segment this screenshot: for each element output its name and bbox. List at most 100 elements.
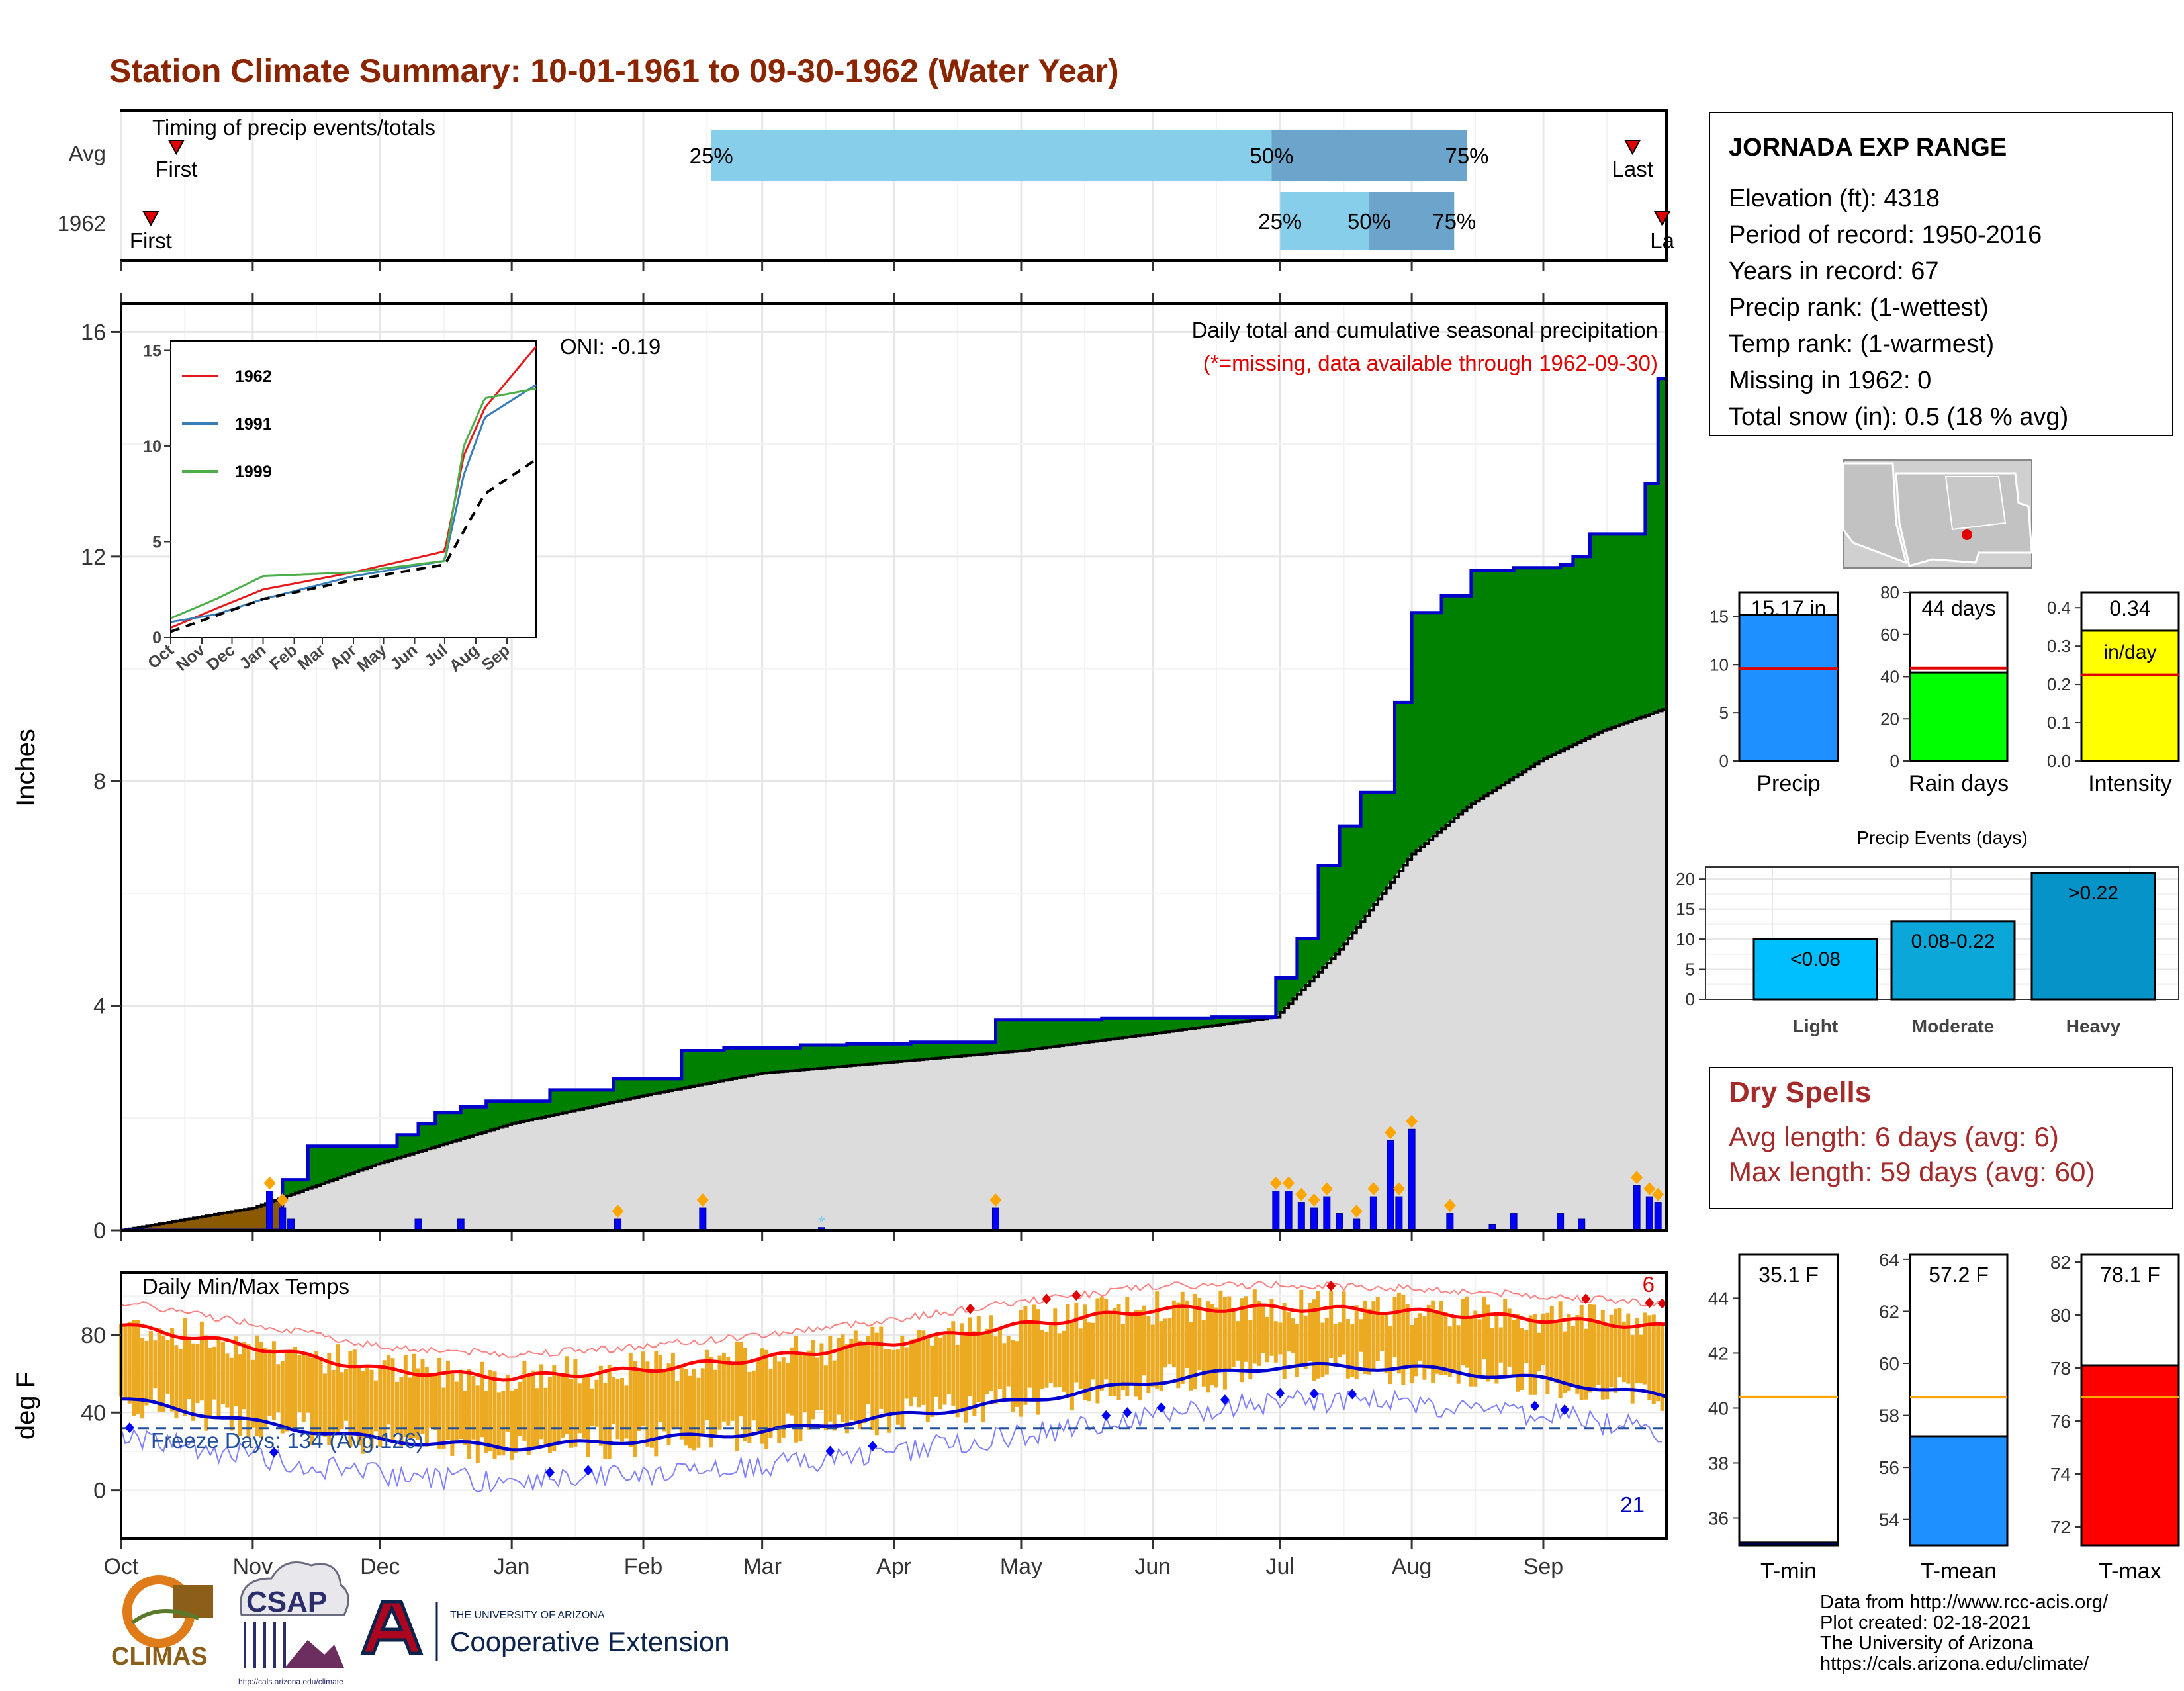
daily-precip-marker [1643, 1182, 1656, 1196]
summary-y-tick-label: 5 [1719, 703, 1729, 723]
daily-precip-bar [414, 1218, 422, 1231]
temp-y-tick-label: 40 [81, 1400, 106, 1426]
csap-logo: CSAP http://cals.arizona.edu/climate [238, 1561, 349, 1686]
dry-spells-max: Max length: 59 days (avg: 60) [1729, 1156, 2095, 1187]
credit-plot-created: Plot created: 02-18-2021 [1820, 1612, 2031, 1633]
ua-logo-mark [360, 1600, 424, 1655]
daily-precip-marker [1631, 1171, 1643, 1185]
daily-precip-bar [1408, 1128, 1416, 1231]
events-bar-label: Light [1793, 1016, 1838, 1036]
summary-y-tick-label: 0 [1890, 751, 1899, 771]
timing-p25-label: 25% [690, 144, 733, 168]
daily-precip-marker [1320, 1182, 1333, 1196]
daily-precip-bar [457, 1218, 465, 1231]
station-info: JORNADA EXP RANGE Elevation (ft): 4318 P… [1709, 112, 2173, 436]
temp-frame [120, 1271, 1668, 1540]
daily-precip-bar [1353, 1218, 1361, 1231]
daily-precip-marker [612, 1205, 624, 1218]
month-label: Jul [1266, 1554, 1295, 1579]
daily-precip-bar [1369, 1196, 1377, 1231]
summary-y-tick-label: 0.2 [2047, 674, 2071, 694]
summary-bar-label: Precip [1756, 771, 1820, 796]
timing-first-marker [167, 140, 185, 156]
record-high-marker [1071, 1290, 1081, 1301]
summary-y-tick-label: 0.0 [2047, 751, 2071, 771]
daily-precip-bar [1395, 1196, 1403, 1231]
temp-bar-y-tick-label: 58 [1879, 1406, 1899, 1426]
precip-y-tick-label: 4 [93, 994, 106, 1019]
inset-avg-line [170, 458, 537, 633]
month-label: Sep [1524, 1554, 1564, 1579]
temp-plot [119, 1280, 1667, 1494]
temp-bar-y-tick-label: 80 [2050, 1305, 2071, 1326]
precip-surplus-area [121, 378, 1666, 1230]
daily-precip-marker [1406, 1115, 1418, 1128]
month-label: Nov [233, 1554, 273, 1579]
temp-panel-label: Daily Min/Max Temps [142, 1274, 349, 1299]
csap-logo-rain [244, 1622, 286, 1668]
record-low-marker [1560, 1404, 1570, 1416]
temp-bar-T-mean [1909, 1435, 2009, 1547]
events-y-tick-label: 0 [1686, 989, 1695, 1009]
daily-precip-bar [279, 1207, 287, 1231]
daily-precip-bar [1387, 1140, 1394, 1231]
timing-p75-label: 75% [1445, 144, 1488, 168]
summary-y-tick-label: 0.3 [2047, 636, 2071, 656]
timing-bar-25-50 [711, 130, 1272, 181]
precip-y-tick-label: 16 [81, 320, 106, 345]
daily-precip-marker [263, 1176, 276, 1190]
temp-bar-T-min [1738, 1541, 1839, 1547]
summary-value-unit: in/day [2103, 641, 2156, 663]
events-bar-value: >0.22 [2068, 882, 2118, 904]
temp-bar-label: T-max [2099, 1559, 2161, 1584]
month-label: Apr [876, 1554, 911, 1579]
daily-precip-bar [1336, 1213, 1343, 1231]
timing-panel: Timing of precip events/totals Avg 1962 … [58, 109, 1675, 271]
timing-p75-label: 75% [1432, 209, 1476, 234]
record-high-marker [965, 1303, 975, 1314]
precip-y-tick-label: 0 [93, 1218, 106, 1244]
events-y-tick-label: 15 [1676, 899, 1695, 919]
events-bar-value: 0.08-0.22 [1911, 931, 1995, 952]
inset-y-tick-label: 5 [152, 533, 161, 551]
dry-spells-avg: Avg length: 6 days (avg: 6) [1729, 1121, 2059, 1152]
timing-first-marker [142, 211, 159, 227]
daily-precip-marker [1367, 1182, 1380, 1196]
csap-logo-text: CSAP [246, 1586, 327, 1618]
temp-y-axis: 0 40 80 [81, 1323, 121, 1504]
timing-label: Timing of precip events/totals [152, 115, 435, 140]
map-region [1944, 476, 2007, 531]
avg-cumulative-area [121, 708, 1666, 1230]
map-arizona [1842, 462, 1908, 565]
record-high-count: 6 [1643, 1272, 1655, 1297]
climas-logo-text: CLIMAS [111, 1643, 208, 1670]
record-low-marker [1309, 1388, 1319, 1399]
daily-precip-marker [696, 1193, 709, 1207]
temp-bar-frame [1738, 1253, 1839, 1547]
station-location-marker [1962, 529, 1972, 540]
timing-bar-25-50 [1280, 192, 1369, 250]
avg-low-line [120, 1361, 1667, 1452]
record-low-marker [583, 1465, 593, 1476]
events-bar-label: Heavy [2066, 1016, 2121, 1036]
dry-spells-frame [1709, 1067, 2173, 1209]
summary-bar-label: Rain days [1909, 771, 2009, 796]
inset-y-tick-label: 15 [143, 342, 161, 360]
events-y-tick-label: 20 [1676, 869, 1695, 889]
temp-bar-y-tick-label: 44 [1708, 1288, 1729, 1308]
temp-bar-y-tick-label: 72 [2050, 1517, 2071, 1537]
climas-logo: CLIMAS [111, 1575, 213, 1670]
temp-y-tick-label: 0 [93, 1479, 106, 1504]
record-low-marker [1101, 1410, 1111, 1421]
timing-row-1962-name: 1962 [58, 211, 106, 236]
temp-bar-value-label: 57.2 F [1929, 1263, 1989, 1287]
temp-bar-value-label: 35.1 F [1758, 1263, 1819, 1287]
month-label: Oct [104, 1554, 139, 1579]
precip-missing-note: (*=missing, data available through 1962-… [1203, 351, 1658, 375]
temp-bar-label: T-min [1760, 1559, 1817, 1584]
month-label: May [1000, 1554, 1042, 1579]
precip-panel: * 0 4 8 12 16 Inches Daily total and cumulat… [11, 293, 1668, 1244]
dry-spells-title: Dry Spells [1729, 1076, 1871, 1109]
daily-precip-bar [1510, 1213, 1518, 1231]
